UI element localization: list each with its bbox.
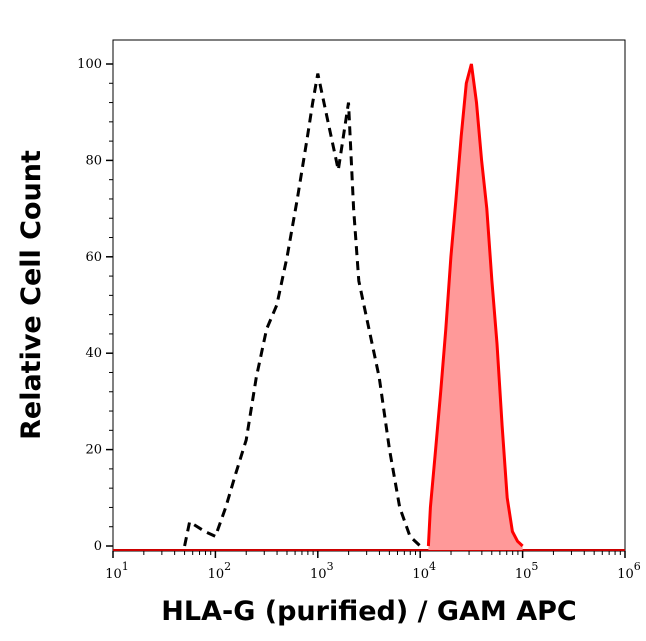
x-tick-exponent: 2 [224,560,231,573]
y-tick-label: 0 [94,539,102,554]
x-tick-label: 104 [412,560,436,582]
series-line-1 [426,63,524,548]
series-fill-1 [428,64,523,550]
x-tick-exponent: 3 [327,560,334,573]
plot-frame [112,39,626,552]
x-tick-base: 10 [310,567,327,582]
x-tick-label: 106 [617,560,641,582]
y-tick-label: 40 [85,346,102,361]
x-tick-base: 10 [412,567,429,582]
x-tick-base: 10 [208,567,225,582]
y-tick-label: 100 [77,57,102,72]
x-axis-title: HLA-G (purified) / GAM APC [161,596,576,627]
x-tick-label: 102 [208,560,232,582]
x-tick-label: 103 [310,560,334,582]
x-tick-exponent: 4 [429,560,436,573]
x-tick-base: 10 [617,567,634,582]
y-axis-title: Relative Cell Count [16,150,47,440]
x-tick-exponent: 1 [122,560,129,573]
x-tick-base: 10 [105,567,122,582]
x-tick-exponent: 6 [634,560,641,573]
x-tick-base: 10 [515,567,532,582]
x-tick-label: 101 [105,560,129,582]
y-axis: 0 20 40 60 80 100 [77,57,113,554]
y-tick-label: 80 [85,153,102,168]
series-layer [113,63,625,551]
series-line-0 [183,73,422,548]
y-tick-label: 20 [85,443,102,458]
y-tick-label: 60 [85,250,102,265]
x-tick-exponent: 5 [531,560,538,573]
x-tick-label: 105 [515,560,539,582]
